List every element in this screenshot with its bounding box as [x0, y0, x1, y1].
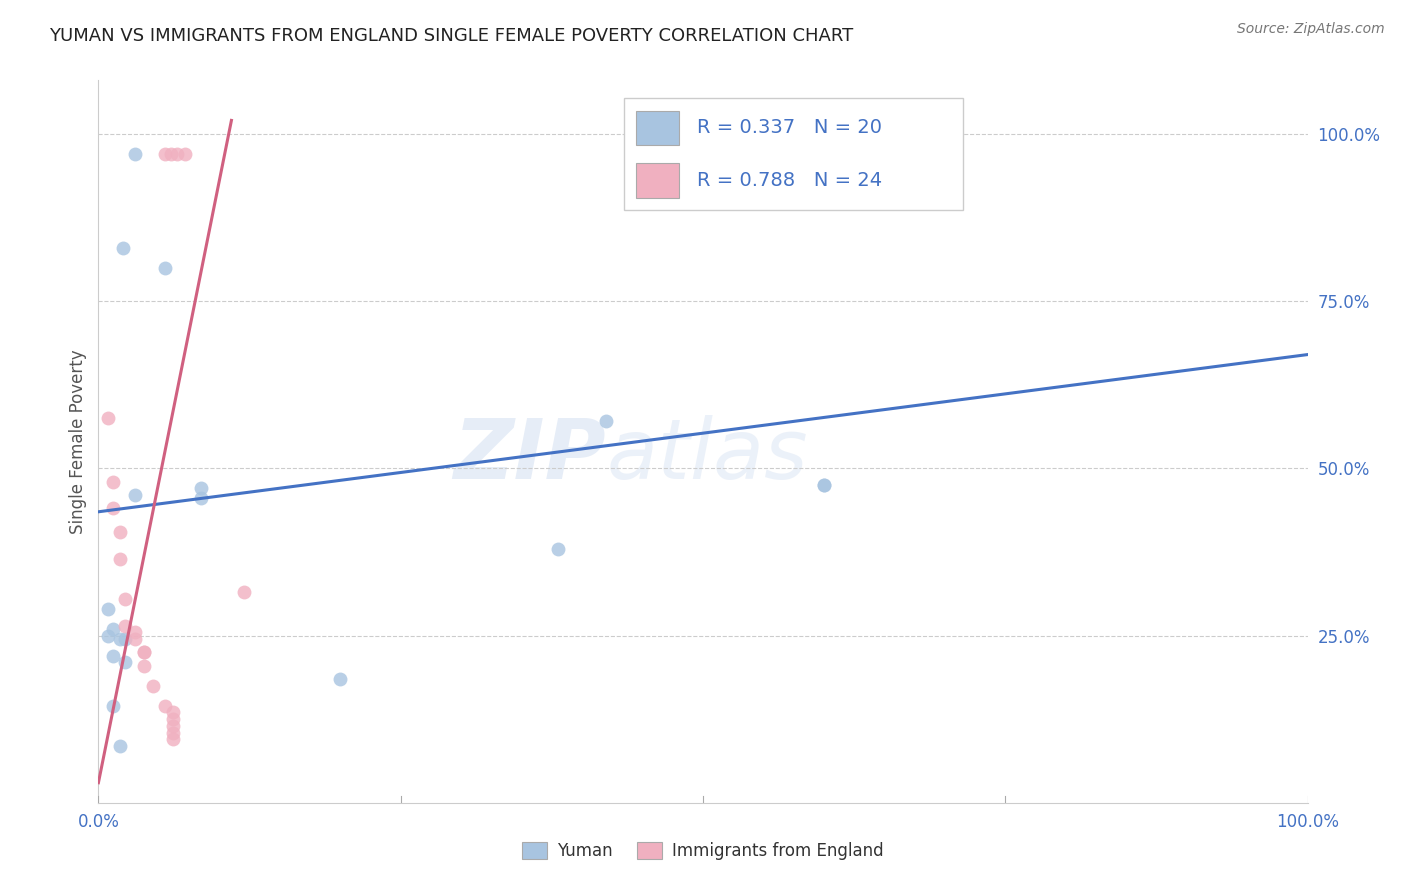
Text: R = 0.337   N = 20: R = 0.337 N = 20	[697, 118, 882, 136]
Point	[174, 147, 197, 161]
FancyBboxPatch shape	[637, 111, 679, 145]
Point	[134, 658, 156, 673]
Point	[153, 147, 176, 161]
Point	[101, 475, 124, 489]
Point	[101, 622, 124, 636]
Point	[124, 632, 146, 646]
Text: ZIP: ZIP	[454, 416, 606, 497]
Point	[162, 719, 184, 733]
Point	[329, 672, 352, 686]
Point	[134, 645, 156, 659]
Point	[813, 478, 835, 492]
Point	[124, 488, 146, 502]
Point	[108, 632, 131, 646]
Point	[547, 541, 569, 556]
Point	[142, 679, 165, 693]
Point	[114, 632, 136, 646]
Point	[595, 414, 617, 429]
Point	[190, 491, 212, 506]
Point	[162, 725, 184, 739]
Point	[162, 712, 184, 726]
Point	[108, 739, 131, 753]
Point	[114, 591, 136, 606]
Point	[232, 585, 254, 599]
Point	[97, 628, 120, 642]
Point	[111, 241, 134, 255]
Text: YUMAN VS IMMIGRANTS FROM ENGLAND SINGLE FEMALE POVERTY CORRELATION CHART: YUMAN VS IMMIGRANTS FROM ENGLAND SINGLE …	[49, 27, 853, 45]
Y-axis label: Single Female Poverty: Single Female Poverty	[69, 350, 87, 533]
Text: Source: ZipAtlas.com: Source: ZipAtlas.com	[1237, 22, 1385, 37]
Point	[114, 618, 136, 632]
Point	[166, 147, 188, 161]
Point	[813, 478, 835, 492]
Point	[162, 706, 184, 720]
Point	[108, 551, 131, 566]
FancyBboxPatch shape	[624, 98, 963, 211]
Text: R = 0.788   N = 24: R = 0.788 N = 24	[697, 171, 882, 190]
Point	[114, 655, 136, 669]
Point	[97, 411, 120, 425]
Point	[134, 645, 156, 659]
Point	[153, 698, 176, 713]
Point	[124, 625, 146, 640]
Point	[124, 147, 146, 161]
Point	[97, 602, 120, 616]
Point	[153, 260, 176, 275]
Point	[101, 698, 124, 713]
Point	[162, 732, 184, 747]
Legend: Yuman, Immigrants from England: Yuman, Immigrants from England	[515, 835, 891, 867]
Point	[190, 482, 212, 496]
FancyBboxPatch shape	[637, 163, 679, 198]
Point	[160, 147, 183, 161]
Point	[101, 501, 124, 516]
Point	[101, 648, 124, 663]
Point	[108, 524, 131, 539]
Text: atlas: atlas	[606, 416, 808, 497]
